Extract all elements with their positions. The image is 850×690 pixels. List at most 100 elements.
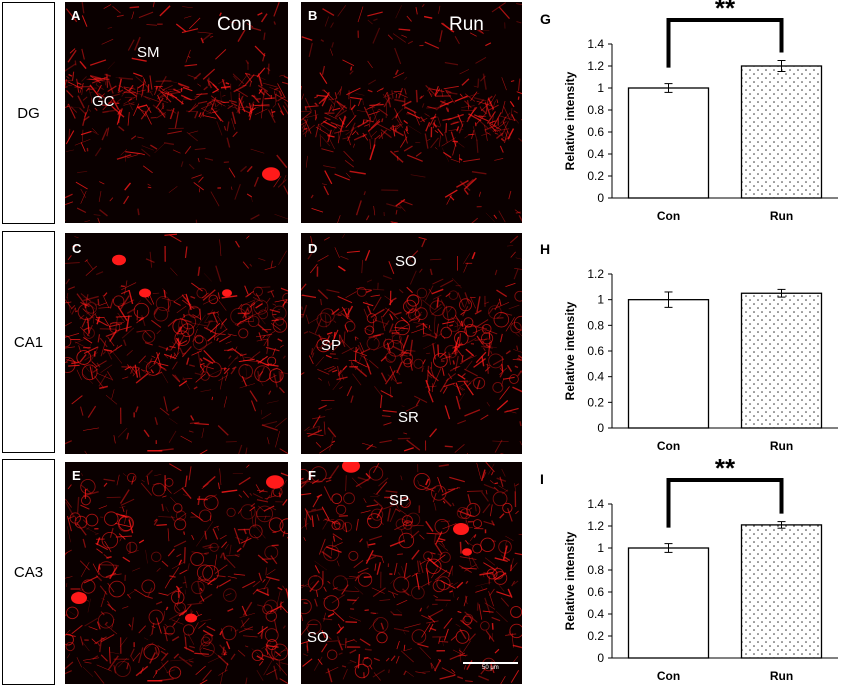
cell-soma-outline bbox=[391, 333, 402, 344]
cell-soma-outline bbox=[208, 294, 219, 305]
cell-soma-outline bbox=[269, 368, 284, 383]
cell-soma-outline bbox=[181, 314, 197, 330]
cell-soma-outline bbox=[423, 551, 433, 561]
cell-soma-outline bbox=[133, 302, 150, 319]
cell-soma-outline bbox=[368, 466, 384, 481]
cell-soma-outline bbox=[279, 518, 288, 534]
cell-soma-outline bbox=[348, 550, 359, 561]
cell-soma-outline bbox=[514, 290, 522, 302]
cell-soma-outline bbox=[356, 286, 367, 297]
cell-soma-outline bbox=[456, 506, 469, 519]
condition-label-con: Con bbox=[217, 14, 252, 35]
cell-soma-outline bbox=[168, 666, 182, 679]
cell-soma-outline bbox=[436, 576, 451, 591]
cell-soma-outline bbox=[463, 613, 474, 624]
cell-soma-outline bbox=[98, 561, 115, 578]
cell-soma-outline bbox=[434, 518, 450, 534]
cell-soma-outline bbox=[472, 543, 483, 554]
cell-soma-outline bbox=[331, 493, 343, 505]
error-bar-run bbox=[777, 521, 786, 529]
cell-soma-outline bbox=[226, 507, 236, 517]
scale-bar-label: 50 μm bbox=[482, 665, 499, 671]
cell-soma-outline bbox=[191, 580, 205, 595]
error-bar-run bbox=[777, 60, 786, 72]
cell-soma-outline bbox=[206, 361, 222, 378]
cell-soma-outline bbox=[385, 352, 396, 363]
cell-soma-outline bbox=[200, 371, 210, 381]
cell-soma-outline bbox=[200, 636, 211, 647]
y-tick-label: 1 bbox=[597, 541, 604, 555]
cell-soma-outline bbox=[310, 466, 327, 483]
row-label-ca3: CA3 bbox=[2, 459, 55, 685]
cell-soma-outline bbox=[104, 511, 119, 526]
cell-soma-outline bbox=[398, 532, 415, 549]
cell-soma-outline bbox=[459, 298, 473, 312]
cell-soma-outline bbox=[316, 312, 332, 328]
y-tick-label: 0.2 bbox=[587, 395, 604, 409]
cell-soma-outline bbox=[203, 495, 219, 511]
cell-soma-outline bbox=[174, 518, 187, 531]
cell-soma-outline bbox=[256, 505, 274, 523]
cell-soma-outline bbox=[126, 472, 137, 483]
micrograph-b: B Run bbox=[301, 2, 522, 223]
cell-soma-outline bbox=[267, 356, 277, 366]
cell-soma-outline bbox=[433, 353, 448, 368]
x-category-label: Con bbox=[657, 669, 680, 683]
region-label-sp: SP bbox=[321, 337, 342, 354]
stained-cell-body bbox=[453, 523, 469, 535]
cell-soma-outline bbox=[173, 503, 183, 513]
cell-soma-outline bbox=[411, 629, 427, 644]
cell-soma-outline bbox=[145, 360, 161, 376]
cell-soma-outline bbox=[401, 515, 413, 527]
cell-soma-outline bbox=[81, 364, 98, 381]
cell-soma-outline bbox=[143, 643, 160, 660]
cell-soma-outline bbox=[65, 641, 75, 652]
fiber-texture bbox=[301, 462, 522, 684]
cell-soma-outline bbox=[282, 292, 288, 304]
cell-soma-outline bbox=[240, 504, 256, 520]
region-label-so: SO bbox=[395, 253, 417, 270]
cell-soma-outline bbox=[480, 332, 494, 345]
panel-letter-a: A bbox=[71, 8, 81, 23]
cell-soma-outline bbox=[376, 632, 388, 644]
y-tick-label: 0.2 bbox=[587, 169, 604, 183]
cell-soma-outline bbox=[253, 286, 263, 297]
cell-soma-outline bbox=[331, 520, 341, 530]
y-tick-label: 0 bbox=[597, 191, 604, 205]
y-tick-label: 0.4 bbox=[587, 607, 604, 621]
fiber-texture bbox=[65, 233, 288, 454]
cell-soma-outline bbox=[413, 358, 424, 369]
panel-letter-d: D bbox=[308, 241, 318, 256]
y-tick-label: 0.6 bbox=[587, 344, 604, 358]
micrograph-d: D SO SP SR bbox=[301, 233, 522, 454]
bar-con bbox=[627, 87, 710, 199]
y-tick-label: 0 bbox=[597, 651, 604, 665]
cell-soma-outline bbox=[81, 495, 91, 506]
fiber-texture bbox=[301, 233, 522, 454]
x-category-label: Run bbox=[770, 439, 793, 453]
cell-soma-outline bbox=[482, 657, 496, 672]
cell-soma-outline bbox=[463, 317, 474, 328]
y-tick-label: 0.6 bbox=[587, 585, 604, 599]
cell-soma-outline bbox=[142, 330, 156, 343]
fiber-texture bbox=[65, 463, 288, 684]
cell-soma-outline bbox=[196, 564, 213, 581]
error-bar-con bbox=[664, 83, 673, 93]
stained-cell-body bbox=[342, 462, 360, 473]
cell-soma-outline bbox=[175, 510, 187, 521]
cell-soma-outline bbox=[362, 657, 373, 668]
cell-soma-outline bbox=[192, 335, 208, 351]
cell-soma-outline bbox=[407, 308, 420, 321]
fiber-texture bbox=[65, 2, 288, 223]
cell-soma-outline bbox=[118, 515, 134, 532]
cell-soma-outline bbox=[367, 513, 383, 529]
cell-soma-outline bbox=[342, 521, 353, 532]
y-tick-label: 1 bbox=[597, 293, 604, 307]
region-label-sm: SM bbox=[137, 44, 160, 61]
chart-g: G Relative intensity 0 0.2 0.4 0.6 0.8 1 1.2 1.4 C… bbox=[528, 0, 850, 230]
cell-soma-outline bbox=[275, 316, 285, 326]
cell-soma-outline bbox=[240, 303, 252, 315]
cell-soma-outline bbox=[406, 512, 421, 527]
cell-soma-outline bbox=[387, 339, 404, 357]
chart-i: I Relative intensity 0 0.2 0.4 0.6 0.8 1 1.2 1.4 C… bbox=[528, 453, 850, 690]
